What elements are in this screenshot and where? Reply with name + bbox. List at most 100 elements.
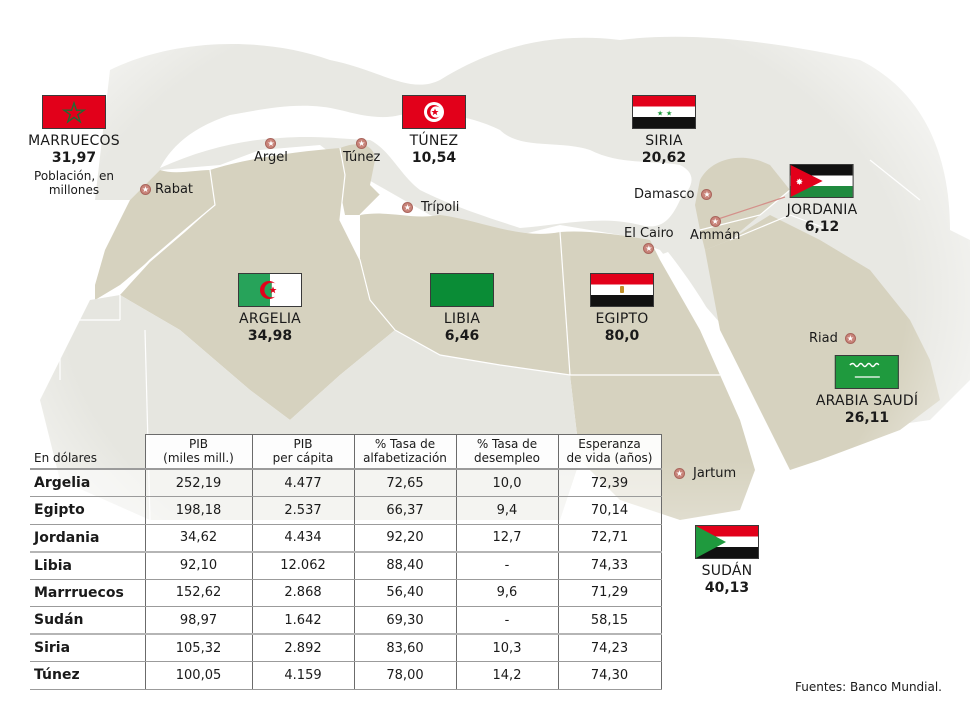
population-unit-note: Población, en millones xyxy=(34,169,114,197)
column-header-esperanza-vida: Esperanza de vida (años) xyxy=(557,434,662,470)
cell-esperanza-vida: 74,23 xyxy=(557,634,662,662)
cell-pib: 252,19 xyxy=(144,469,252,497)
table-row: Marrruecos 152,62 2.868 56,40 9,6 71,29 xyxy=(30,579,662,607)
city-name: Rabat xyxy=(155,182,194,197)
row-country: Libia xyxy=(30,551,145,580)
table-header-row: En dólares PIB (miles mill.) PIB per cápit… xyxy=(30,434,662,470)
city-name: El Cairo xyxy=(624,226,674,241)
cell-esperanza-vida: 72,71 xyxy=(557,524,662,553)
population-value: 31,97 xyxy=(51,150,97,166)
cell-pib: 98,97 xyxy=(144,606,252,635)
algeria-flag-icon xyxy=(238,273,302,307)
jordan-flag-icon: ✸ xyxy=(790,164,854,198)
cell-desempleo: 12,7 xyxy=(455,524,558,553)
city-name: Trípoli xyxy=(421,200,460,215)
cell-pib-per-capita: 4.434 xyxy=(251,524,354,553)
country-name: MARRUECOS xyxy=(28,133,120,149)
cell-pib-per-capita: 12.062 xyxy=(251,551,354,580)
country-label-siria: ★ ★ SIRIA 20,62 xyxy=(632,95,696,167)
city-name: Riad xyxy=(809,331,838,346)
city-tripoli: ★ Trípoli xyxy=(402,200,459,215)
economic-indicators-table: En dólares PIB (miles mill.) PIB per cápit… xyxy=(30,434,662,690)
country-name: TÚNEZ xyxy=(409,133,459,149)
cell-desempleo: 9,4 xyxy=(455,496,558,525)
population-value: 34,98 xyxy=(247,328,293,344)
capital-star-icon: ★ xyxy=(701,189,713,200)
country-name: JORDANIA xyxy=(786,202,858,218)
table-row: Túnez 100,05 4.159 78,00 14,2 74,30 xyxy=(30,661,662,690)
cell-desempleo: 10,0 xyxy=(455,469,558,497)
table-row: Jordania 34,62 4.434 92,20 12,7 72,71 xyxy=(30,524,662,553)
city-name: Túnez xyxy=(343,150,381,165)
svg-text:✸: ✸ xyxy=(796,178,804,188)
table-row: Libia 92,10 12.062 88,40 - 74,33 xyxy=(30,551,662,580)
capital-star-icon: ★ xyxy=(265,138,277,149)
city-amman: ★ Ammán xyxy=(690,216,740,243)
city-jartum: ★ Jartum xyxy=(674,466,736,481)
cell-esperanza-vida: 58,15 xyxy=(557,606,662,635)
row-country: Jordania xyxy=(30,524,145,553)
cell-pib-per-capita: 4.159 xyxy=(251,661,354,690)
country-label-sudan: SUDÁN 40,13 xyxy=(695,525,759,597)
cell-esperanza-vida: 70,14 xyxy=(557,496,662,525)
country-label-tunez: TÚNEZ 10,54 xyxy=(402,95,466,167)
row-country: Sudán xyxy=(30,606,145,635)
country-label-arabia-saudi: ARABIA SAUDÍ 26,11 xyxy=(816,355,918,427)
population-value: 6,12 xyxy=(804,219,840,235)
capital-star-icon: ★ xyxy=(402,202,413,213)
cell-desempleo: - xyxy=(455,606,558,635)
cell-alfabetizacion: 72,65 xyxy=(353,469,456,497)
country-label-libia: LIBIA 6,46 xyxy=(430,273,494,345)
capital-star-icon: ★ xyxy=(674,468,685,479)
city-riad: Riad ★ xyxy=(809,331,856,346)
cell-alfabetizacion: 69,30 xyxy=(353,606,456,635)
capital-star-icon: ★ xyxy=(844,333,856,344)
city-name: Ammán xyxy=(690,228,741,243)
table-row: Argelia 252,19 4.477 72,65 10,0 72,39 xyxy=(30,469,662,497)
libya-flag-icon xyxy=(430,273,494,307)
cell-pib: 100,05 xyxy=(144,661,252,690)
population-value: 40,13 xyxy=(704,580,750,596)
row-country: Siria xyxy=(30,634,145,662)
row-country: Egipto xyxy=(30,496,145,525)
column-header-desempleo: % Tasa de desempleo xyxy=(455,434,558,470)
svg-text:★: ★ xyxy=(666,110,672,118)
cell-alfabetizacion: 78,00 xyxy=(353,661,456,690)
population-value: 20,62 xyxy=(641,150,687,166)
cell-alfabetizacion: 83,60 xyxy=(353,634,456,662)
cell-pib: 105,32 xyxy=(144,634,252,662)
cell-pib-per-capita: 2.537 xyxy=(251,496,354,525)
cell-pib-per-capita: 4.477 xyxy=(251,469,354,497)
table-row: Sudán 98,97 1.642 69,30 - 58,15 xyxy=(30,606,662,635)
cell-alfabetizacion: 66,37 xyxy=(353,496,456,525)
country-label-egipto: EGIPTO 80,0 xyxy=(590,273,654,345)
population-value: 6,46 xyxy=(444,328,480,344)
cell-pib: 34,62 xyxy=(144,524,252,553)
unit-label: En dólares xyxy=(30,434,145,470)
cell-pib: 152,62 xyxy=(144,579,252,607)
cell-pib: 92,10 xyxy=(144,551,252,580)
city-name: Damasco xyxy=(634,187,695,202)
cell-esperanza-vida: 74,30 xyxy=(557,661,662,690)
tunisia-flag-icon xyxy=(402,95,466,129)
egypt-flag-icon xyxy=(590,273,654,307)
country-name: LIBIA xyxy=(443,311,481,327)
capital-star-icon: ★ xyxy=(643,243,655,254)
row-country: Marrruecos xyxy=(30,579,145,607)
city-tunez: ★ Túnez xyxy=(343,138,380,165)
cell-desempleo: 10,3 xyxy=(455,634,558,662)
country-name: ARGELIA xyxy=(239,311,301,327)
column-header-alfabetizacion: % Tasa de alfabetización xyxy=(353,434,456,470)
cell-desempleo: 9,6 xyxy=(455,579,558,607)
population-value: 80,0 xyxy=(604,328,640,344)
city-el-cairo: El Cairo ★ xyxy=(624,226,674,254)
city-damasco: Damasco ★ xyxy=(634,187,713,202)
city-rabat: ★ Rabat xyxy=(140,182,193,197)
row-country: Túnez xyxy=(30,661,145,690)
cell-esperanza-vida: 72,39 xyxy=(557,469,662,497)
country-label-marruecos: MARRUECOS 31,97 Población, en millones xyxy=(19,95,129,197)
cell-esperanza-vida: 71,29 xyxy=(557,579,662,607)
source-credit: Fuentes: Banco Mundial. xyxy=(795,680,942,694)
cell-pib-per-capita: 1.642 xyxy=(251,606,354,635)
cell-alfabetizacion: 56,40 xyxy=(353,579,456,607)
